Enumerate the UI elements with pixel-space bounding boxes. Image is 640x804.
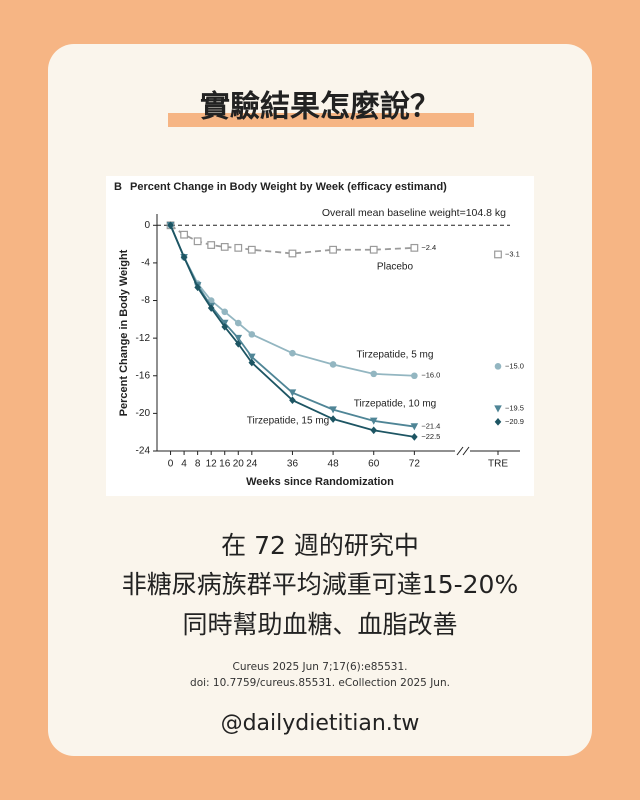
data-point [234, 334, 243, 342]
x-tick-label: 0 [168, 459, 174, 470]
data-point [369, 417, 378, 425]
end-label: −22.5 [421, 432, 440, 441]
data-point [234, 243, 243, 252]
body-line: 在 72 週的研究中 [221, 531, 419, 560]
data-point [288, 249, 297, 258]
tre-label: −15.0 [505, 361, 524, 370]
x-tick-label: 24 [246, 459, 258, 470]
data-point [288, 389, 297, 397]
y-tick-label: -4 [141, 258, 150, 269]
y-axis-title: Percent Change in Body Weight [118, 249, 130, 416]
data-point [180, 253, 188, 262]
data-point [370, 370, 378, 378]
x-tick-label: 4 [181, 459, 187, 470]
y-tick-label: -20 [136, 408, 151, 419]
data-point [207, 304, 215, 312]
data-point [289, 349, 296, 357]
data-point [370, 426, 378, 435]
chart-title: Percent Change in Body Weight by Week (e… [130, 181, 447, 193]
handle: @dailydietitian.tw [221, 711, 420, 736]
tre-point [494, 363, 502, 370]
data-point [289, 396, 296, 405]
body-line: 同時幫助血糖、血脂改善 [182, 610, 457, 639]
data-point [410, 423, 419, 431]
panel-label: B [114, 181, 122, 193]
data-point [247, 245, 256, 254]
y-tick-label: -12 [136, 333, 151, 344]
data-point [329, 415, 337, 423]
tre-label: −19.5 [505, 404, 524, 413]
y-tick-label: -16 [136, 370, 151, 381]
annotation: Overall mean baseline weight=104.8 kg [322, 207, 506, 219]
x-tick-label: TRE [488, 459, 508, 470]
data-point [221, 308, 229, 316]
data-point [193, 237, 202, 246]
x-tick-label: 72 [409, 459, 421, 470]
tre-label: −3.1 [505, 249, 520, 258]
data-point [234, 339, 242, 348]
title-highlight [168, 113, 474, 127]
series-label: Placebo [377, 262, 414, 273]
x-tick-label: 60 [368, 459, 380, 470]
x-tick-label: 12 [206, 459, 218, 470]
x-axis-title: Weeks since Randomization [246, 476, 394, 488]
x-tick-label: 20 [233, 459, 245, 470]
data-point [411, 372, 418, 380]
series-label: Tirzepatide, 5 mg [357, 350, 434, 361]
data-point [410, 243, 419, 252]
y-tick-label: -24 [136, 446, 151, 457]
axis-break [462, 446, 470, 456]
data-point [194, 283, 201, 292]
data-point [220, 243, 229, 251]
tre-point [494, 405, 502, 413]
data-point [329, 245, 337, 254]
tre-label: −20.9 [505, 417, 524, 426]
data-point [221, 323, 229, 331]
citation: doi: 10.7759/cureus.85531. eCollection 2… [190, 677, 450, 689]
end-label: −2.4 [421, 243, 436, 252]
series-label: Tirzepatide, 10 mg [354, 399, 436, 410]
end-label: −21.4 [421, 422, 440, 431]
citation: Cureus 2025 Jun 7;17(6):e85531. [233, 661, 408, 673]
data-point [234, 319, 242, 327]
data-point [248, 358, 256, 367]
page-title: 實驗結果怎麼說？ [200, 90, 440, 125]
data-point [180, 230, 188, 239]
end-label: −16.0 [421, 371, 440, 380]
body-line: 非糖尿病族群平均減重可達15-20% [122, 570, 518, 599]
tre-point [494, 250, 502, 259]
y-tick-label: -8 [141, 295, 150, 306]
x-tick-label: 36 [287, 459, 299, 470]
data-point [248, 331, 256, 338]
data-point [167, 221, 174, 230]
tre-point [494, 418, 502, 426]
x-tick-label: 48 [328, 459, 340, 470]
data-point [411, 433, 418, 441]
data-point [329, 406, 337, 414]
data-point [329, 361, 337, 368]
series-label: Tirzepatide, 15 mg [247, 416, 329, 427]
y-tick-label: 0 [144, 220, 150, 231]
x-tick-label: 8 [195, 459, 201, 470]
chart-panel [106, 176, 534, 496]
x-tick-label: 16 [219, 459, 231, 470]
data-point [369, 245, 378, 254]
chart: B Percent Change in Body Weight by Week … [114, 181, 524, 488]
data-point [248, 353, 256, 361]
axis-break [456, 446, 464, 456]
data-point [207, 241, 216, 249]
